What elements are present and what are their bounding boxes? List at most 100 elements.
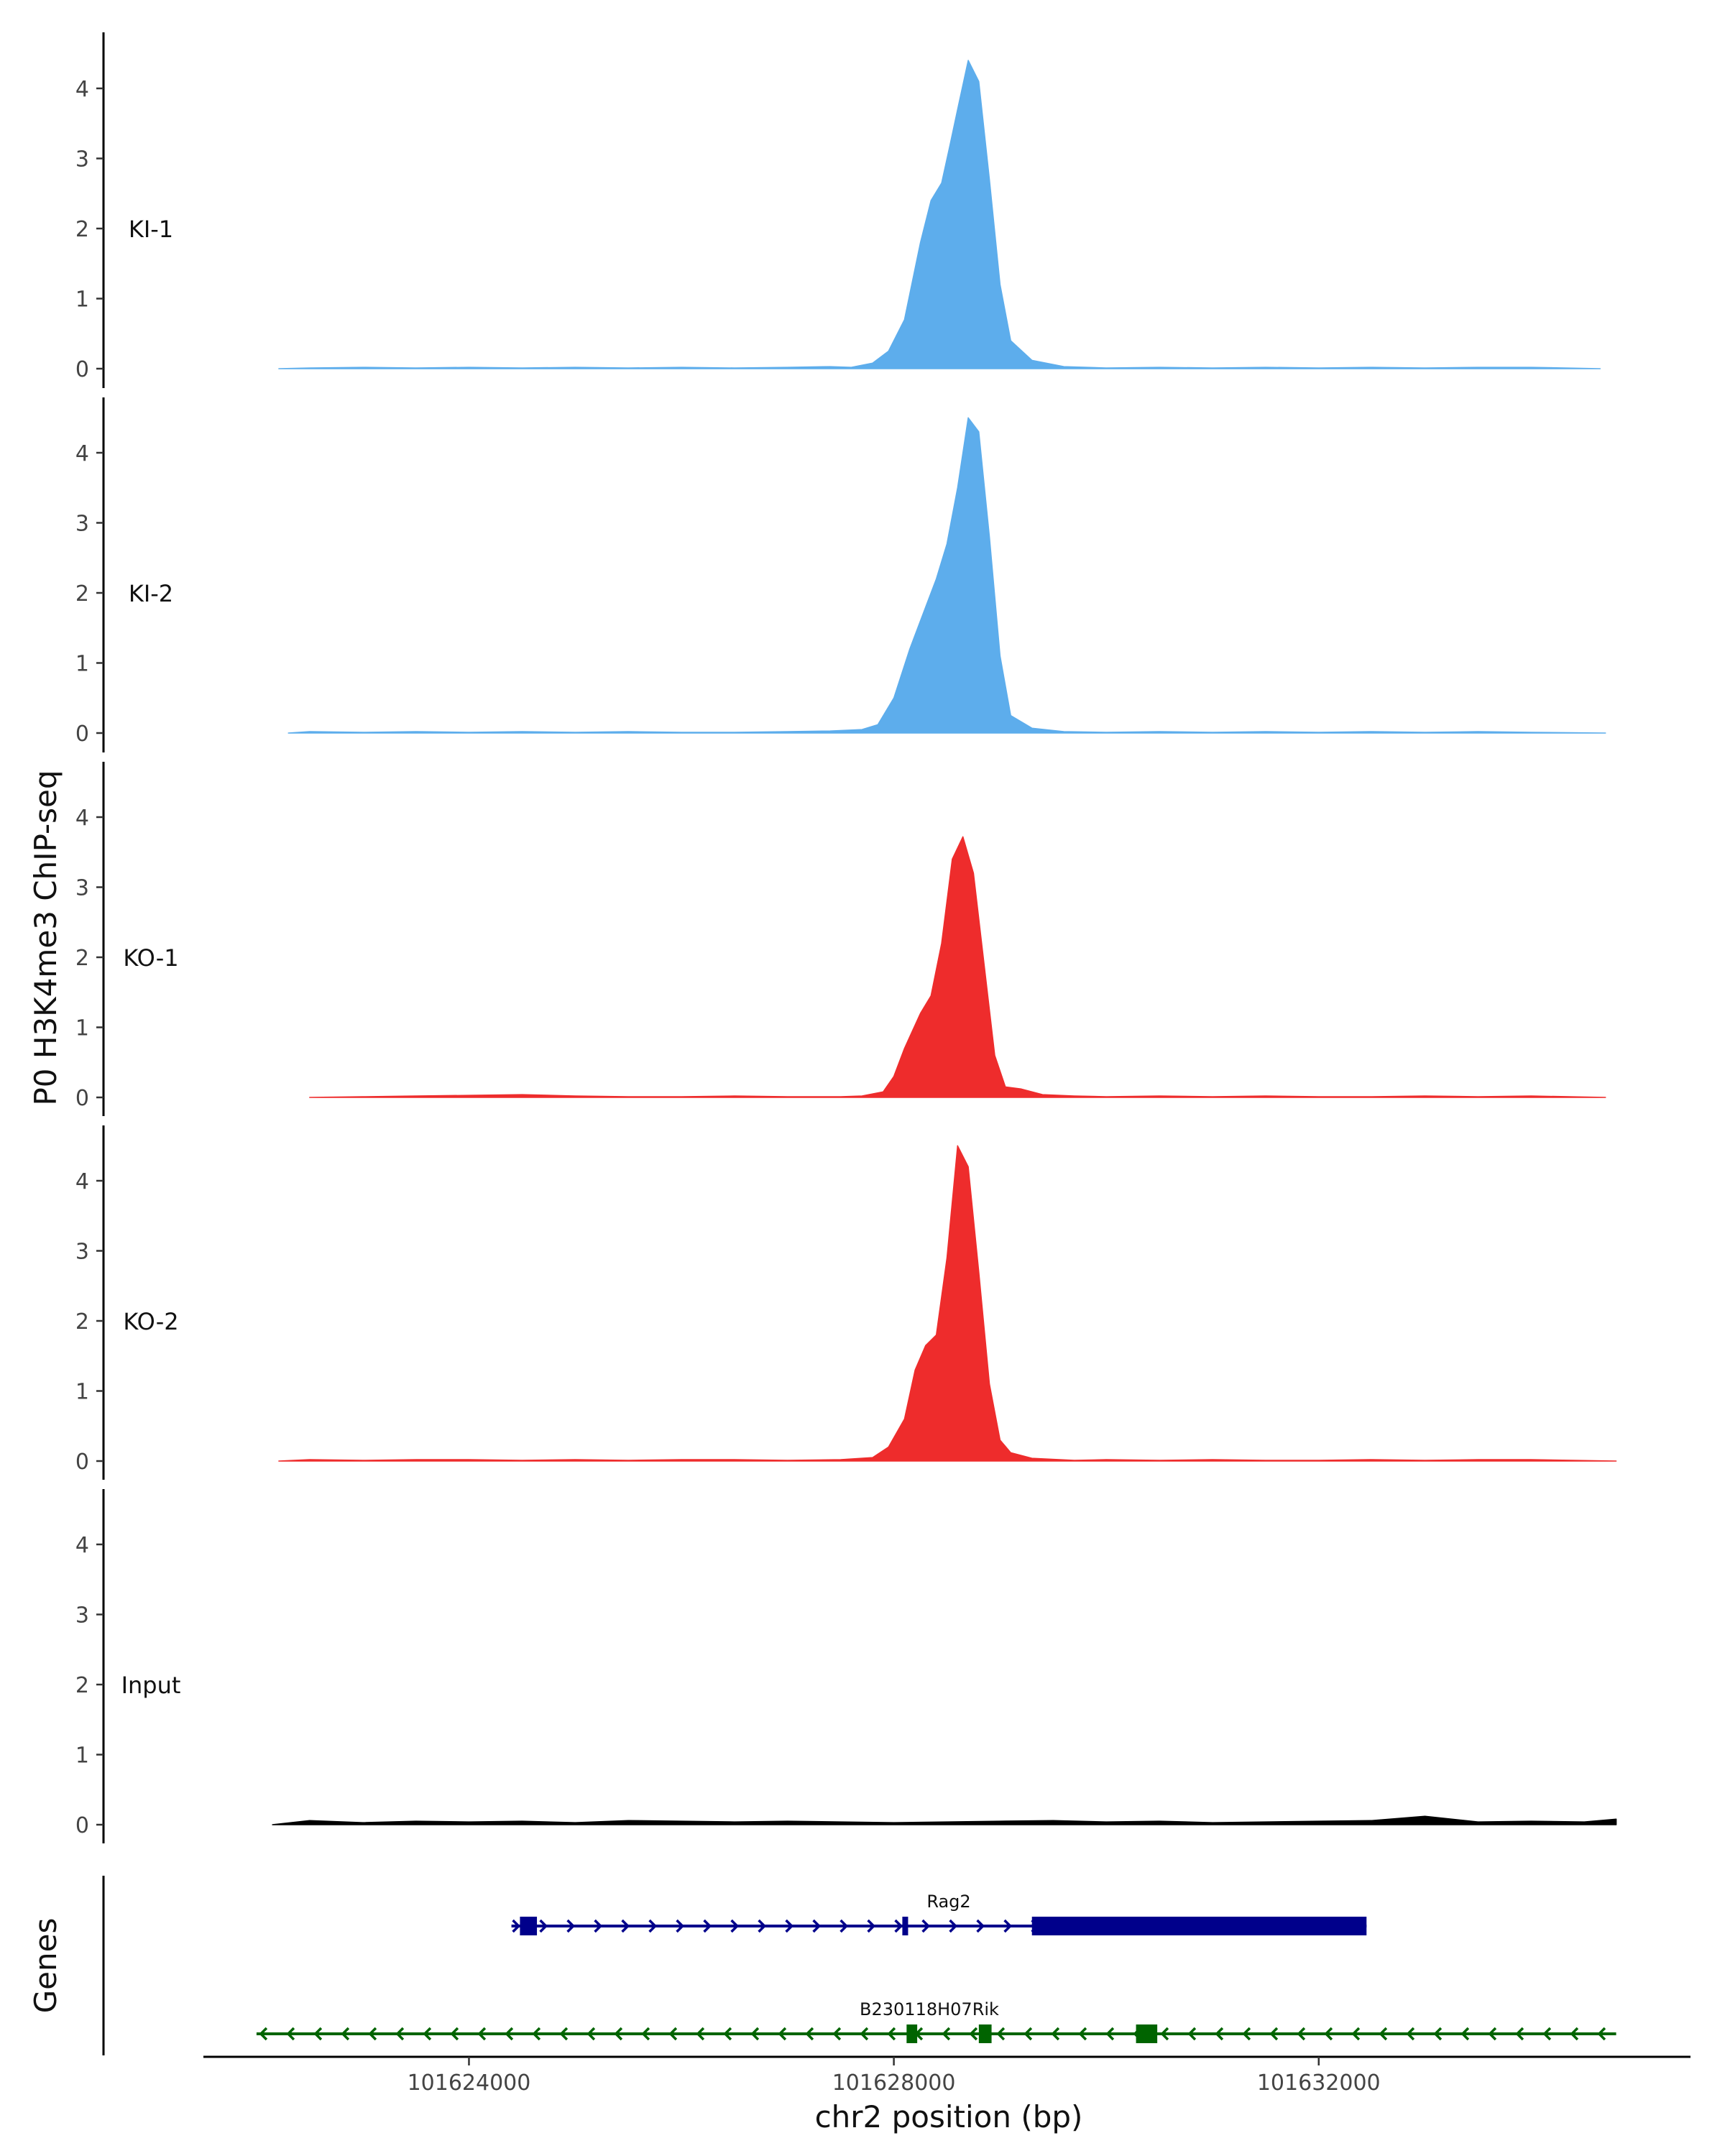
y-tick-label: 1: [75, 1016, 89, 1041]
strand-chevron-icon: [566, 1919, 576, 1933]
y-tick-label: 0: [75, 1813, 89, 1838]
strand-chevron-icon: [1542, 2027, 1552, 2041]
strand-chevron-icon: [832, 2027, 842, 2041]
strand-chevron-icon: [812, 1919, 822, 1933]
strand-chevron-icon: [450, 2027, 459, 2041]
strand-chevron-icon: [1051, 2027, 1060, 2041]
x-axis: 101624000 101628000 101632000: [203, 2055, 1690, 2096]
strand-chevron-icon: [785, 1919, 794, 1933]
x-tick-label: 101632000: [1257, 2070, 1381, 2096]
strand-chevron-icon: [559, 2027, 569, 2041]
strand-chevron-icon: [594, 1919, 603, 1933]
x-tick-label: 101628000: [832, 2070, 956, 2096]
strand-chevron-icon: [259, 2027, 268, 2041]
strand-chevron-icon: [341, 2027, 350, 2041]
strand-chevron-icon: [696, 2027, 705, 2041]
gene-exon: [520, 1917, 538, 1935]
strand-chevron-icon: [1024, 2027, 1033, 2041]
signal-area: [278, 60, 1601, 369]
strand-chevron-icon: [867, 1919, 876, 1933]
y-tick-label: 1: [75, 287, 89, 313]
strand-chevron-icon: [1215, 2027, 1224, 2041]
strand-chevron-icon: [586, 2027, 596, 2041]
y-tick-label: 4: [75, 806, 89, 831]
y-tick-label: 2: [75, 946, 89, 971]
gene-exon: [978, 2024, 992, 2043]
y-tick-label: 2: [75, 581, 89, 607]
y-tick-label: 2: [75, 1309, 89, 1335]
signal-area: [288, 417, 1606, 734]
strand-chevron-icon: [1433, 2027, 1443, 2041]
track-label: KO-1: [123, 944, 178, 972]
strand-chevron-icon: [539, 1919, 548, 1933]
gene-exon: [902, 1917, 908, 1935]
strand-chevron-icon: [1597, 2027, 1606, 2041]
signal-area: [309, 836, 1606, 1098]
strand-chevron-icon: [976, 1919, 985, 1933]
y-tick-label: 1: [75, 1380, 89, 1405]
signal-area: [272, 1815, 1617, 1825]
y-tick-label: 2: [75, 217, 89, 242]
strand-chevron-icon: [477, 2027, 487, 2041]
gene-name: Rag2: [926, 1892, 970, 1912]
strand-chevron-icon: [1160, 2027, 1169, 2041]
strand-chevron-icon: [1324, 2027, 1333, 2041]
strand-chevron-icon: [648, 1919, 658, 1933]
strand-chevron-icon: [676, 1919, 685, 1933]
strand-chevron-icon: [641, 2027, 650, 2041]
y-tick-label: 4: [75, 1533, 89, 1558]
gene-exon: [1136, 2024, 1158, 2043]
y-tick-label: 0: [75, 1450, 89, 1475]
track-label: Input: [121, 1672, 181, 1699]
gene-annotation-panel: Genes Rag2 B230118H07Rik: [28, 1876, 1616, 2055]
strand-chevron-icon: [805, 2027, 814, 2041]
strand-chevron-icon: [313, 2027, 323, 2041]
strand-chevron-icon: [512, 1919, 521, 1933]
track-panel: 0 1 2 3 4 KI-1: [75, 32, 1601, 388]
y-tick-label: 4: [75, 77, 89, 102]
strand-chevron-icon: [1105, 2027, 1115, 2041]
track-label: KO-2: [123, 1308, 178, 1335]
strand-chevron-icon: [723, 2027, 732, 2041]
strand-chevron-icon: [840, 1919, 849, 1933]
strand-chevron-icon: [395, 2027, 405, 2041]
strand-chevron-icon: [778, 2027, 787, 2041]
strand-chevron-icon: [505, 2027, 514, 2041]
strand-chevron-icon: [894, 1919, 903, 1933]
y-tick-label: 1: [75, 1743, 89, 1769]
gene-model: Rag2: [511, 1892, 1367, 1935]
track-label: KI-2: [129, 580, 173, 607]
y-tick-label: 0: [75, 722, 89, 747]
strand-chevron-icon: [1078, 2027, 1087, 2041]
strand-chevron-icon: [887, 2027, 896, 2041]
y-tick-label: 3: [75, 147, 89, 172]
strand-chevron-icon: [1003, 1919, 1013, 1933]
genes-axis-label: Genes: [28, 1918, 63, 2014]
gene-name: B230118H07Rik: [860, 1999, 999, 2019]
x-tick-label: 101624000: [408, 2070, 531, 2096]
strand-chevron-icon: [750, 2027, 760, 2041]
strand-chevron-icon: [1242, 2027, 1251, 2041]
track-panel: 0 1 2 3 4 KO-1: [75, 762, 1606, 1116]
strand-chevron-icon: [921, 1919, 931, 1933]
track-label: KI-1: [129, 216, 173, 243]
y-tick-label: 3: [75, 876, 89, 901]
signal-tracks: 0 1 2 3 4 KI-1 0 1 2 3 4 KI-2 0 1 2 3 4 KO-1 0 1 2 3 4 KO-2 0 1 2 3…: [75, 32, 1617, 1843]
strand-chevron-icon: [703, 1919, 712, 1933]
strand-chevron-icon: [996, 2027, 1006, 2041]
gene-model: B230118H07Rik: [256, 1999, 1616, 2043]
x-axis-title: chr2 position (bp): [815, 2099, 1083, 2134]
y-tick-label: 3: [75, 1603, 89, 1628]
strand-chevron-icon: [1570, 2027, 1579, 2041]
strand-chevron-icon: [1351, 2027, 1361, 2041]
strand-chevron-icon: [1515, 2027, 1524, 2041]
strand-chevron-icon: [668, 2027, 678, 2041]
y-tick-label: 3: [75, 512, 89, 537]
y-axis-title: P0 H3K4me3 ChIP-seq: [28, 770, 63, 1105]
strand-chevron-icon: [969, 2027, 978, 2041]
y-tick-label: 3: [75, 1240, 89, 1265]
strand-chevron-icon: [1187, 2027, 1197, 2041]
y-tick-label: 1: [75, 652, 89, 677]
track-panel: 0 1 2 3 4 KI-2: [75, 397, 1606, 752]
